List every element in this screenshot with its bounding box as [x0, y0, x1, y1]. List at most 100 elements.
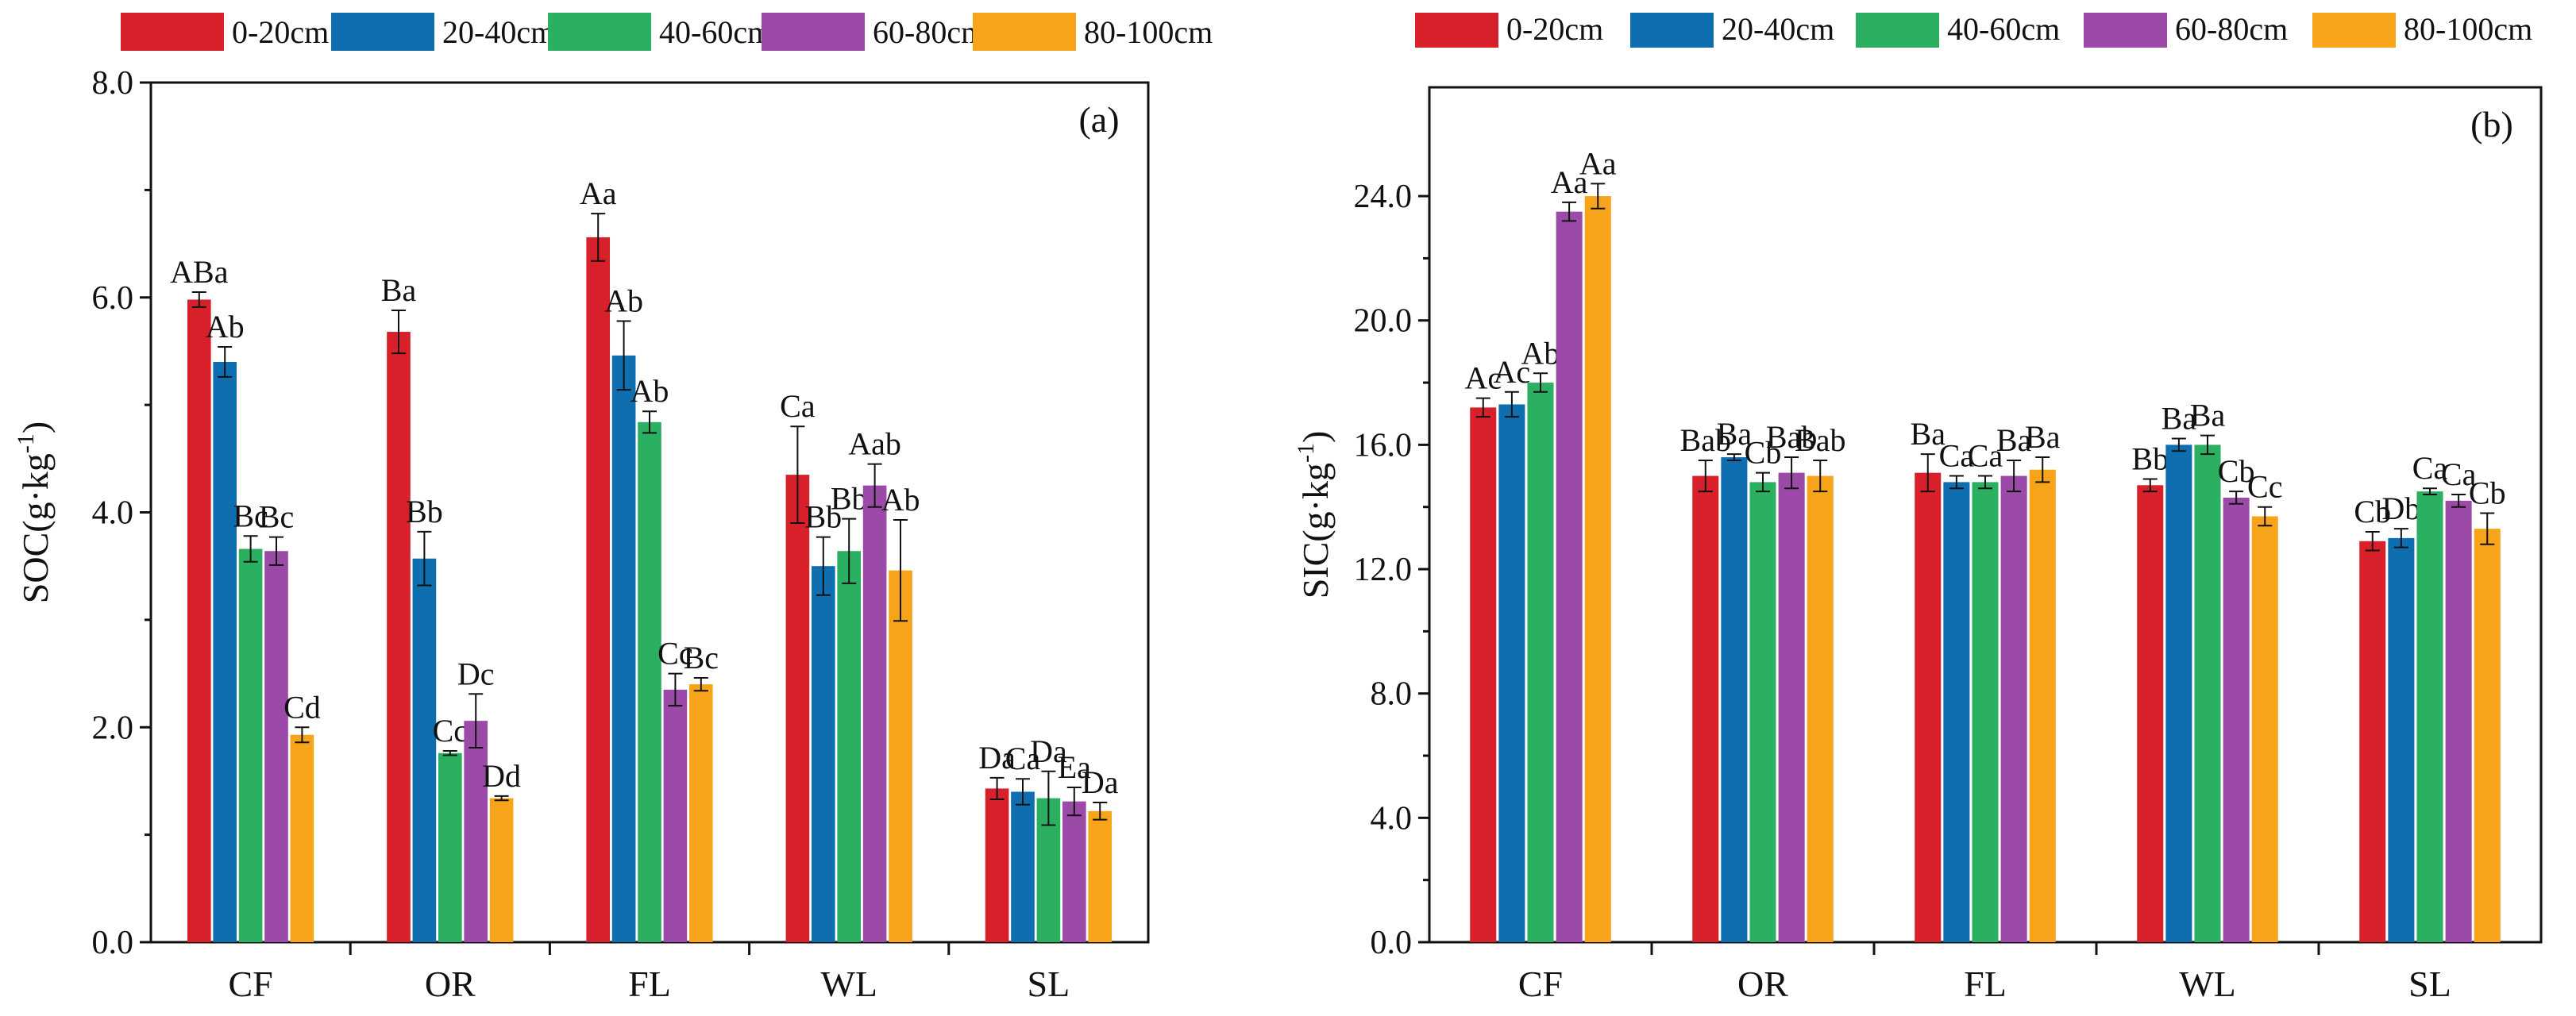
y-axis-label-end: ) [1295, 431, 1336, 443]
bar-40-60cm-CF [238, 548, 263, 942]
x-tick-label: SL [1028, 964, 1070, 1004]
bar-60-80cm-SL [2445, 500, 2472, 942]
x-tick-label: OR [425, 964, 476, 1004]
bar-40-60cm-OR [438, 752, 462, 942]
significance-label: Ac [1494, 354, 1531, 390]
bar-0-20cm-WL [785, 475, 810, 942]
significance-label: Ca [2412, 450, 2448, 486]
legend-label: 40-60cm [659, 14, 772, 50]
significance-label: Aa [580, 175, 617, 211]
legend-swatch-60-80cm [762, 13, 865, 51]
bar-20-40cm-SL [1011, 791, 1035, 942]
bar-80-100cm-WL [889, 570, 912, 942]
bar-80-100cm-OR [1807, 475, 1834, 942]
bar-40-60cm-FL [638, 421, 661, 942]
significance-label: Cd [283, 689, 321, 725]
y-tick-label: 4.0 [92, 495, 134, 532]
bar-20-40cm-CF [213, 361, 237, 943]
bar-40-60cm-WL [837, 551, 862, 942]
bar-80-100cm-SL [1088, 810, 1113, 942]
bar-0-20cm-CF [1470, 407, 1497, 942]
y-axis-label-superscript: -1 [1293, 443, 1319, 463]
panel-b: 0-20cm 20-40cm 40-60cm 60-80cm 80-100cm 0.0 4.… [1293, 11, 2543, 1004]
significance-label: Da [978, 740, 1016, 775]
bar-20-40cm-FL [1943, 482, 1970, 942]
bar-40-60cm-SL [2416, 491, 2443, 942]
significance-label: Ba [1996, 422, 2032, 458]
bar-60-80cm-OR [1778, 472, 1805, 942]
y-tick-label: 0.0 [1371, 925, 1413, 961]
y-axis-label-main: SIC(g·kg [1295, 463, 1336, 598]
legend-label: 20-40cm [442, 14, 555, 50]
y-axis-label: SIC(g·kg-1) [1293, 431, 1336, 599]
significance-label: Bb [2131, 441, 2169, 476]
significance-label: Ba [2190, 398, 2226, 433]
bar-0-20cm-OR [387, 332, 411, 942]
legend-label: 80-100cm [2404, 11, 2532, 47]
bar-80-100cm-SL [2474, 529, 2501, 942]
x-tick-label: WL [2179, 964, 2236, 1004]
bar-80-100cm-CF [1584, 196, 1611, 942]
legend-label: 80-100cm [1084, 14, 1213, 50]
legend-label: 60-80cm [873, 14, 985, 50]
significance-label: Ca [2441, 456, 2477, 492]
bar-20-40cm-CF [1498, 404, 1525, 942]
significance-label: Ba [381, 272, 417, 308]
panel-label: (b) [2470, 104, 2513, 144]
bar-0-20cm-CF [187, 299, 211, 942]
bar-80-100cm-FL [2029, 469, 2056, 942]
significance-label: Ab [631, 373, 669, 409]
y-tick-label: 8.0 [92, 65, 134, 102]
bar-60-80cm-SL [1062, 801, 1086, 942]
bar-20-40cm-WL [811, 566, 835, 942]
legend-label: 0-20cm [232, 14, 329, 50]
legend-swatch-60-80cm [2084, 13, 2167, 48]
legend-swatch-0-20cm [121, 13, 224, 51]
significance-label: Da [1030, 733, 1067, 769]
bar-60-80cm-CF [1556, 211, 1583, 942]
significance-label: Ab [881, 482, 920, 518]
bar-0-20cm-WL [2137, 485, 2164, 942]
bar-40-60cm-WL [2194, 444, 2221, 942]
bar-20-40cm-OR [412, 558, 437, 942]
legend-label: 20-40cm [1722, 11, 1834, 47]
significance-label: Bab [1680, 422, 1731, 458]
significance-label: Ab [1521, 335, 1560, 371]
bar-20-40cm-FL [611, 355, 636, 942]
legend-swatch-0-20cm [1415, 13, 1498, 48]
significance-label: Cb [2354, 494, 2391, 529]
bar-20-40cm-SL [2388, 537, 2415, 942]
significance-label: Bb [406, 494, 443, 529]
x-tick-label: CF [228, 964, 272, 1004]
y-tick-label: 2.0 [92, 710, 134, 746]
y-axis-label-main: SOC(g·kg [15, 453, 56, 603]
bar-60-80cm-CF [264, 551, 288, 942]
x-tick-label: CF [1518, 964, 1563, 1004]
bar-80-100cm-WL [2251, 516, 2278, 942]
bar-40-60cm-OR [1749, 482, 1776, 942]
significance-label: Bb [831, 481, 868, 517]
bar-40-60cm-CF [1527, 383, 1554, 942]
significance-label: Ca [1939, 438, 1975, 474]
bar-60-80cm-WL [862, 485, 887, 942]
significance-label: Dd [482, 758, 521, 794]
bar-20-40cm-OR [1721, 457, 1748, 942]
panel-a: 0-20cm 20-40cm 40-60cm 60-80cm 80-100cm 0.0 2.… [13, 13, 1213, 1004]
significance-label: Ab [604, 283, 643, 319]
y-axis-label-superscript: -1 [13, 433, 39, 453]
y-tick-label: 4.0 [1371, 800, 1413, 837]
significance-label: Aab [848, 426, 901, 462]
bar-0-20cm-FL [586, 237, 611, 942]
bar-0-20cm-SL [2359, 541, 2386, 942]
significance-label: Db [2381, 491, 2420, 526]
significance-label: Aa [1551, 164, 1588, 200]
significance-label: Da [1082, 764, 1119, 800]
significance-label: Cb [1745, 435, 1782, 471]
significance-label: Ca [1005, 741, 1041, 776]
significance-label: Ba [2161, 401, 2197, 437]
y-tick-label: 16.0 [1354, 427, 1413, 464]
significance-label: Bb [804, 499, 842, 535]
legend-swatch-20-40cm [1630, 13, 1714, 48]
significance-label: Cb [2218, 453, 2255, 489]
y-tick-label: 24.0 [1354, 179, 1413, 215]
